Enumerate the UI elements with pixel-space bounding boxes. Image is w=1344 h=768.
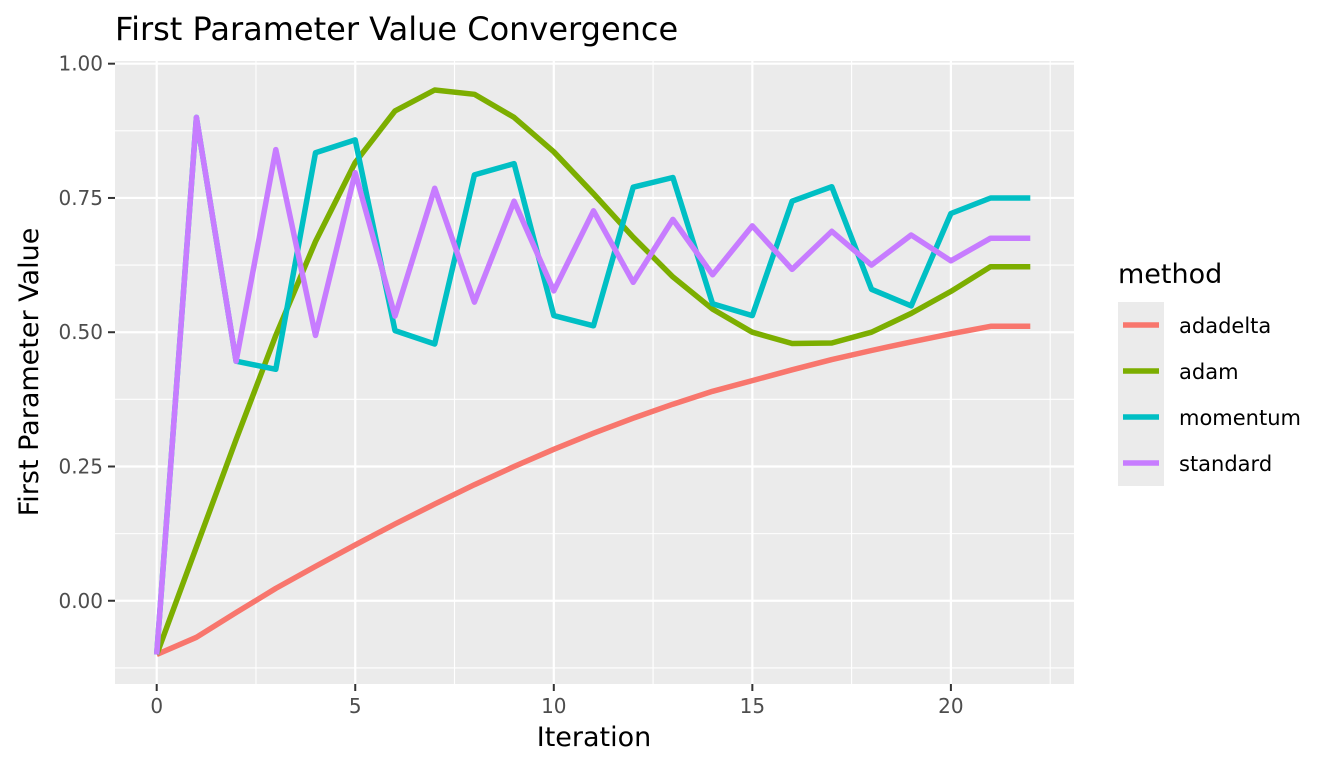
chart-title: First Parameter Value Convergence (115, 10, 678, 48)
series-lines (153, 87, 1031, 658)
legend: method adadelta adam momentum standard (1118, 259, 1301, 486)
axes: 0 5 10 15 20 0.00 0.25 0.50 0.75 1.00 (58, 52, 963, 718)
x-tick-label: 10 (541, 694, 566, 718)
series-line-standard (153, 114, 1031, 655)
x-tick-label: 5 (349, 694, 362, 718)
y-tick-label: 0.50 (58, 320, 103, 344)
y-tick-label: 0.75 (58, 186, 103, 210)
series-line-adadelta (155, 323, 1031, 658)
legend-label-momentum: momentum (1179, 406, 1301, 430)
series-line-momentum (153, 114, 1031, 655)
x-axis-title: Iteration (537, 722, 652, 753)
grid-lines (115, 61, 1074, 684)
y-axis-title: First Parameter Value (14, 228, 45, 517)
legend-label-adadelta: adadelta (1179, 314, 1271, 338)
y-tick-label: 0.00 (58, 589, 103, 613)
legend-title: method (1118, 259, 1222, 290)
y-tick-label: 1.00 (58, 52, 103, 76)
x-tick-label: 0 (150, 694, 163, 718)
y-tick-label: 0.25 (58, 454, 103, 478)
x-tick-label: 15 (740, 694, 765, 718)
x-tick-label: 20 (938, 694, 963, 718)
legend-label-standard: standard (1179, 452, 1272, 476)
legend-label-adam: adam (1179, 360, 1239, 384)
